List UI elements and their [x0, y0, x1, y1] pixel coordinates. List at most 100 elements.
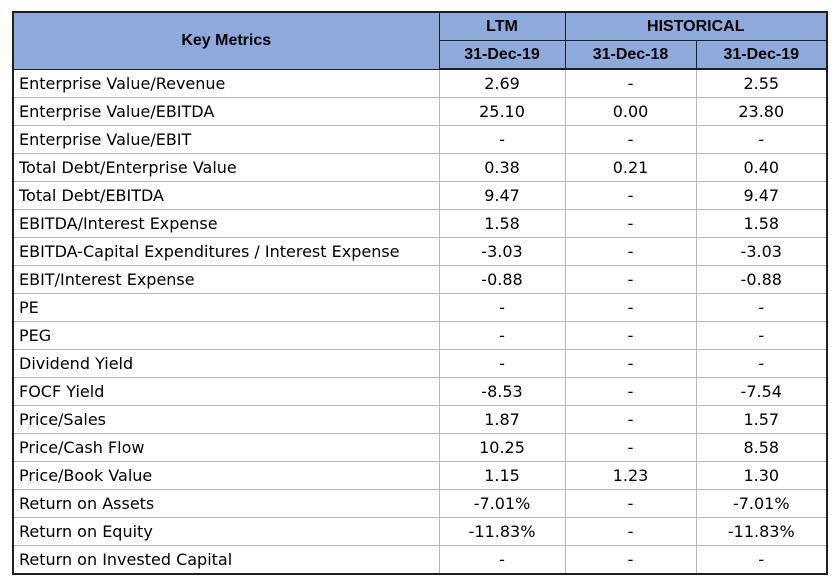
ltm-value: -3.03 — [438, 237, 566, 266]
historical-value-1: 0.00 — [564, 97, 697, 126]
metric-label: Price/Cash Flow — [12, 433, 440, 462]
historical-value-1: - — [564, 349, 697, 378]
metric-label: EBITDA/Interest Expense — [12, 209, 440, 238]
historical-header: HISTORICAL — [564, 11, 829, 41]
date-header-historical-2: 31-Dec-19 — [695, 40, 829, 70]
table-header: Key Metrics LTM HISTORICAL 31-Dec-19 31-… — [12, 11, 829, 70]
historical-value-1: - — [564, 181, 697, 210]
ltm-value: 1.15 — [438, 461, 566, 490]
ltm-value: -11.83% — [438, 517, 566, 546]
table-row: Return on Assets -7.01% - -7.01% — [12, 489, 829, 518]
ltm-value: -0.88 — [438, 265, 566, 294]
metric-label: Return on Equity — [12, 517, 440, 546]
historical-value-2: -3.03 — [695, 237, 829, 266]
table-row: EBITDA-Capital Expenditures / Interest E… — [12, 237, 829, 266]
historical-value-2: -11.83% — [695, 517, 829, 546]
table-row: Enterprise Value/EBITDA 25.10 0.00 23.80 — [12, 97, 829, 126]
historical-value-1: - — [564, 517, 697, 546]
metric-label: PE — [12, 293, 440, 322]
table-row: FOCF Yield -8.53- -7.54 — [12, 377, 829, 406]
ltm-value: - — [438, 545, 566, 575]
metric-label: Total Debt/EBITDA — [12, 181, 440, 210]
ltm-value: 1.58 — [438, 209, 566, 238]
table-row: EBITDA/Interest Expense 1.58-1.58 — [12, 209, 829, 238]
table-row: Return on Equity -11.83% - -11.83% — [12, 517, 829, 546]
historical-value-2: 1.57 — [695, 405, 829, 434]
metric-label: PEG — [12, 321, 440, 350]
historical-value-2: - — [695, 545, 829, 575]
historical-value-1: - — [564, 321, 697, 350]
table-row: Price/Book Value 1.15 1.23 1.30 — [12, 461, 829, 490]
table-row: EBIT/Interest Expense -0.88- -0.88 — [12, 265, 829, 294]
ltm-value: - — [438, 349, 566, 378]
historical-value-2: 23.80 — [695, 97, 829, 126]
historical-value-2: -7.54 — [695, 377, 829, 406]
historical-value-2: - — [695, 321, 829, 350]
historical-value-1: - — [564, 405, 697, 434]
historical-value-1: - — [564, 125, 697, 154]
table-row: Total Debt/EBITDA 9.47-9.47 — [12, 181, 829, 210]
table-row: Price/Cash Flow 10.25-8.58 — [12, 433, 829, 462]
ltm-header: LTM — [438, 11, 566, 41]
historical-value-1: - — [564, 293, 697, 322]
table-row: Enterprise Value/Revenue 2.69-2.55 — [12, 68, 829, 98]
date-header-ltm: 31-Dec-19 — [438, 40, 566, 70]
key-metrics-header: Key Metrics — [12, 11, 440, 70]
table-body: Enterprise Value/Revenue 2.69-2.55 Enterpr… — [12, 68, 829, 575]
historical-value-2: -7.01% — [695, 489, 829, 518]
metric-label: Return on Invested Capital — [12, 545, 440, 575]
table-row: PE - - - — [12, 293, 829, 322]
historical-value-2: - — [695, 125, 829, 154]
historical-value-1: - — [564, 237, 697, 266]
metric-label: Dividend Yield — [12, 349, 440, 378]
historical-value-2: 0.40 — [695, 153, 829, 182]
historical-value-2: 8.58 — [695, 433, 829, 462]
ltm-value: 1.87 — [438, 405, 566, 434]
metric-label: FOCF Yield — [12, 377, 440, 406]
historical-value-2: - — [695, 349, 829, 378]
ltm-value: - — [438, 293, 566, 322]
ltm-value: 10.25 — [438, 433, 566, 462]
metric-label: Total Debt/Enterprise Value — [12, 153, 440, 182]
table-row: Dividend Yield - - - — [12, 349, 829, 378]
historical-value-2: 1.30 — [695, 461, 829, 490]
historical-value-1: - — [564, 68, 697, 98]
date-header-historical-1: 31-Dec-18 — [564, 40, 697, 70]
metric-label: Enterprise Value/EBIT — [12, 125, 440, 154]
historical-value-2: -0.88 — [695, 265, 829, 294]
metric-label: Return on Assets — [12, 489, 440, 518]
historical-value-2: 9.47 — [695, 181, 829, 210]
header-row-dates: 31-Dec-19 31-Dec-18 31-Dec-19 — [13, 40, 829, 70]
ltm-value: - — [438, 125, 566, 154]
metric-label: Enterprise Value/EBITDA — [12, 97, 440, 126]
historical-value-1: - — [564, 545, 697, 575]
historical-value-1: 1.23 — [564, 461, 697, 490]
ltm-value: 9.47 — [438, 181, 566, 210]
table-row: Price/Sales 1.87-1.57 — [12, 405, 829, 434]
ltm-value: -8.53 — [438, 377, 566, 406]
historical-value-1: - — [564, 489, 697, 518]
metric-label: EBITDA-Capital Expenditures / Interest E… — [12, 237, 440, 266]
historical-value-1: - — [564, 265, 697, 294]
key-metrics-table: Key Metrics LTM HISTORICAL 31-Dec-19 31-… — [12, 11, 829, 575]
metric-label: Enterprise Value/Revenue — [12, 68, 440, 98]
historical-value-1: - — [564, 209, 697, 238]
historical-value-2: - — [695, 293, 829, 322]
ltm-value: 25.10 — [438, 97, 566, 126]
historical-value-2: 1.58 — [695, 209, 829, 238]
table-row: Return on Invested Capital - - - — [12, 545, 829, 575]
metric-label: EBIT/Interest Expense — [12, 265, 440, 294]
ltm-value: 0.38 — [438, 153, 566, 182]
table-row: PEG - - - — [12, 321, 829, 350]
metric-label: Price/Book Value — [12, 461, 440, 490]
historical-value-1: - — [564, 433, 697, 462]
ltm-value: -7.01% — [438, 489, 566, 518]
ltm-value: - — [438, 321, 566, 350]
table-row: Enterprise Value/EBIT - - - — [12, 125, 829, 154]
metric-label: Price/Sales — [12, 405, 440, 434]
historical-value-2: 2.55 — [695, 68, 829, 98]
historical-value-1: - — [564, 377, 697, 406]
header-row-top: Key Metrics LTM HISTORICAL — [12, 11, 829, 70]
ltm-value: 2.69 — [438, 68, 566, 98]
table-row: Total Debt/Enterprise Value 0.38 0.21 0.40 — [12, 153, 829, 182]
